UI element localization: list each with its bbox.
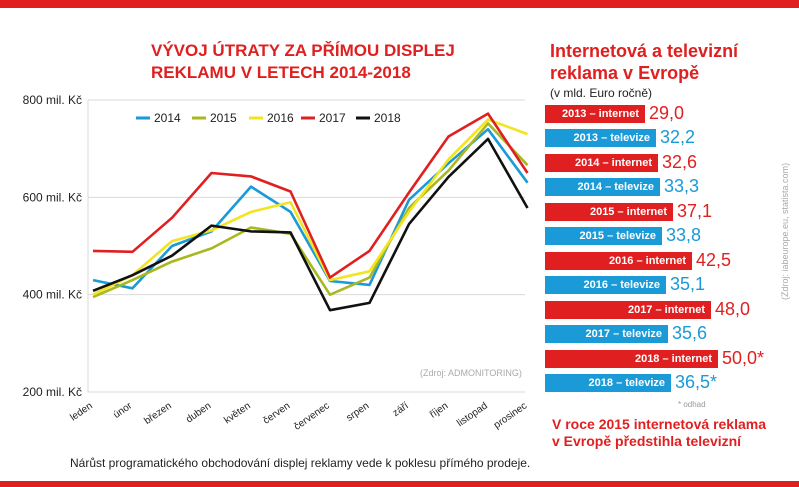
bar-value-label: 37,1 <box>677 201 713 221</box>
chart-title: VÝVOJ ÚTRATY ZA PŘÍMOU DISPLEJ REKLAMU V… <box>151 41 455 82</box>
series-line-2018 <box>92 137 529 312</box>
bar-fill: 2015 – televize <box>545 227 662 245</box>
bar-fill: 2018 – internet <box>545 350 718 368</box>
bar-value-label: 35,6 <box>672 323 708 343</box>
x-tick-label: září <box>391 400 411 419</box>
bar-value-label: 32,2 <box>660 127 696 147</box>
source-note-right: (Zdroj: iabeurope.eu, statista.com) <box>780 162 790 300</box>
bar-value-label: 36,5* <box>675 372 718 392</box>
bar-fill: 2017 – internet <box>545 301 711 319</box>
x-tick-label: srpen <box>344 400 371 423</box>
bar-chart-subtitle: (v mld. Euro ročně) <box>550 86 653 100</box>
bar-fill: 2016 – televize <box>545 276 666 294</box>
bar-fill: 2014 – internet <box>545 154 658 172</box>
bar-fill: 2013 – internet <box>545 105 645 123</box>
bar-fill: 2014 – televize <box>545 178 660 196</box>
bar-value-label: 33,3 <box>664 176 700 196</box>
x-tick-label: květen <box>222 400 252 426</box>
bar-value-label: 48,0 <box>715 299 751 319</box>
y-tick-label: 200 mil. Kč <box>23 385 82 399</box>
x-tick-label: červenec <box>292 400 332 432</box>
series-line-2015 <box>92 122 529 299</box>
bar-value-label: 42,5 <box>696 250 732 270</box>
bar-value-label: 35,1 <box>670 274 706 294</box>
series-line-2014 <box>92 127 529 290</box>
bar-value-label: 32,6 <box>662 152 698 172</box>
bar-value-label: 29,0 <box>649 103 685 123</box>
x-tick-label: únor <box>112 400 135 421</box>
series-line-2016 <box>92 118 528 296</box>
chart-caption: Nárůst programatického obchodování displ… <box>70 456 531 470</box>
legend-label-2017: 2017 <box>319 111 346 125</box>
x-tick-label: říjen <box>428 400 450 420</box>
bar-value-label: 50,0* <box>722 348 765 368</box>
series-line-2017 <box>92 112 529 279</box>
line-chart: 200 mil. Kč 400 mil. Kč 600 mil. Kč 800 mil… <box>23 93 530 433</box>
legend-label-2016: 2016 <box>267 111 294 125</box>
estimate-note: * odhad <box>678 400 706 409</box>
x-tick-label: leden <box>68 400 94 423</box>
top-accent-bar <box>0 0 799 8</box>
x-tick-label: březen <box>142 400 173 427</box>
legend-label-2018: 2018 <box>374 111 401 125</box>
bar-fill: 2013 – televize <box>545 129 656 147</box>
bar-fill: 2015 – internet <box>545 203 673 221</box>
legend-label-2015: 2015 <box>210 111 237 125</box>
x-tick-label: červen <box>261 400 292 426</box>
y-tick-label: 400 mil. Kč <box>23 288 82 302</box>
bar-fill: 2016 – internet <box>545 252 692 270</box>
bottom-accent-bar <box>0 481 799 487</box>
bar-value-label: 33,8 <box>666 225 702 245</box>
bar-fill: 2017 – televize <box>545 325 668 343</box>
x-tick-label: duben <box>184 400 213 425</box>
bar-chart-title: Internetová a televizní reklama v Evropě <box>550 41 739 83</box>
x-tick-label: listopad <box>455 400 490 429</box>
bottom-note: V roce 2015 internetová reklama v Evropě… <box>552 416 767 449</box>
bar-fill: 2018 – televize <box>545 374 671 392</box>
y-tick-label: 800 mil. Kč <box>23 93 82 107</box>
x-tick-label: prosinec <box>492 400 529 431</box>
legend-label-2014: 2014 <box>154 111 181 125</box>
source-note-left: (Zdroj: ADMONITORING) <box>420 368 522 378</box>
y-tick-label: 600 mil. Kč <box>23 190 82 204</box>
